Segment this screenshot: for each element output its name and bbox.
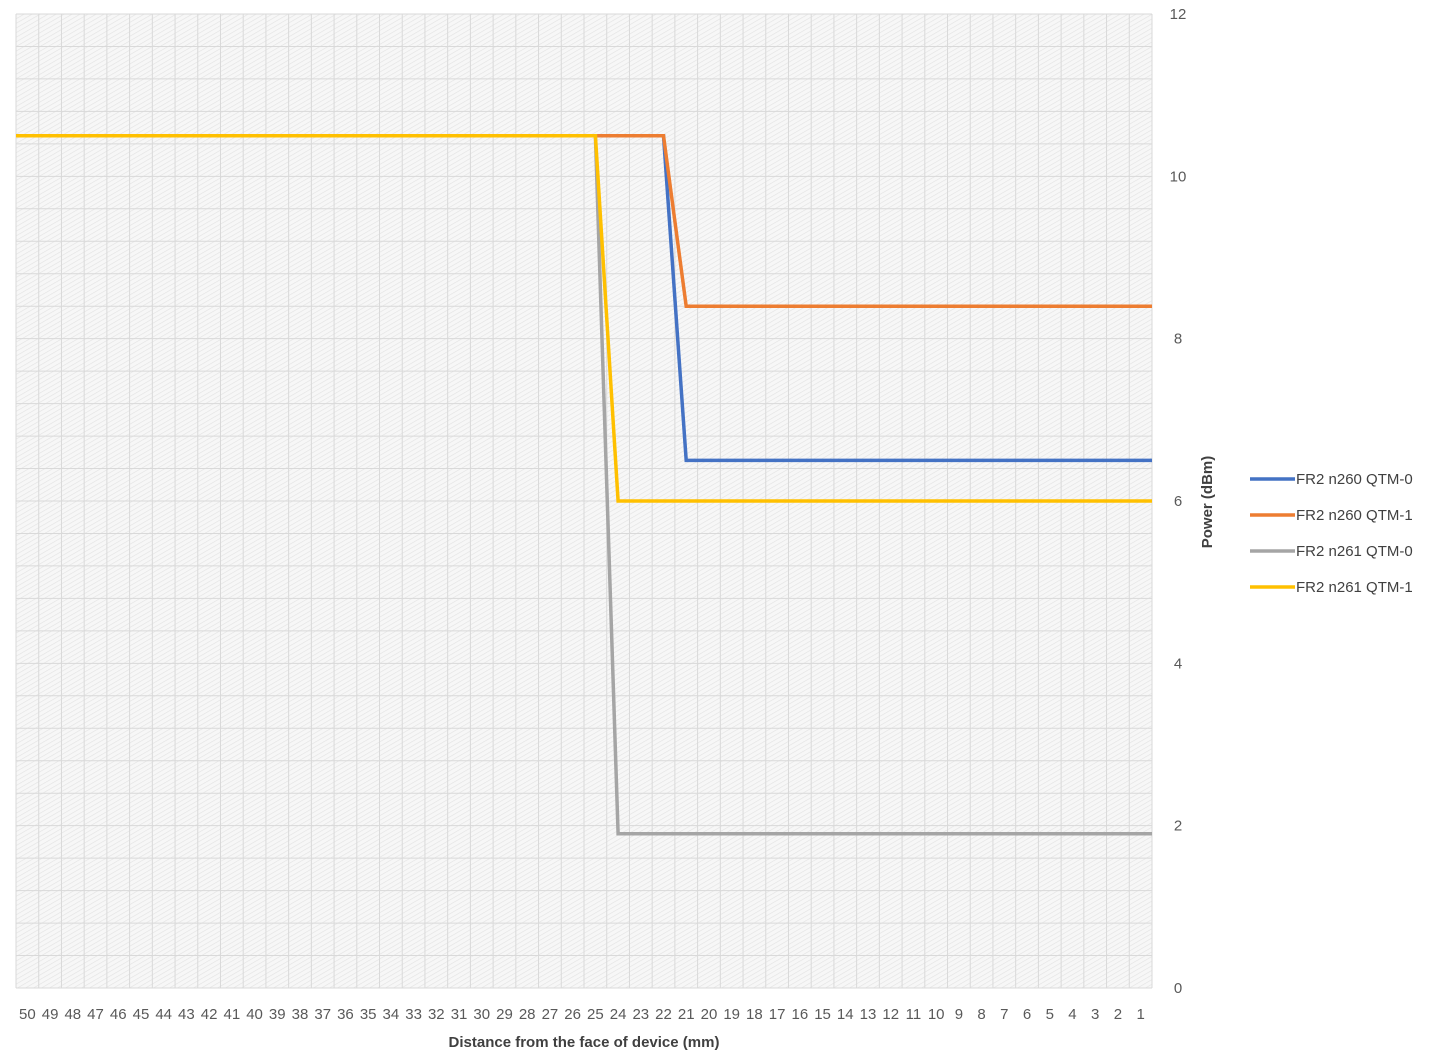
x-tick-label: 45 <box>133 1006 150 1023</box>
legend-label: FR2 n260 QTM-1 <box>1296 507 1413 524</box>
x-tick-label: 34 <box>383 1006 400 1023</box>
x-tick-label: 17 <box>769 1006 786 1023</box>
x-tick-label: 31 <box>451 1006 468 1023</box>
x-tick-label: 40 <box>246 1006 263 1023</box>
x-tick-label: 8 <box>977 1006 985 1023</box>
x-tick-label: 36 <box>337 1006 354 1023</box>
series-line-4 <box>16 134 1152 503</box>
x-tick-label: 44 <box>155 1006 172 1023</box>
x-tick-label: 13 <box>860 1006 877 1023</box>
x-tick-label: 21 <box>678 1006 695 1023</box>
x-tick-label: 19 <box>723 1006 740 1023</box>
x-tick-label: 39 <box>269 1006 286 1023</box>
x-tick-label: 22 <box>655 1006 672 1023</box>
x-tick-label: 2 <box>1114 1006 1122 1023</box>
x-tick-label: 38 <box>292 1006 309 1023</box>
x-tick-label: 5 <box>1046 1006 1054 1023</box>
y-axis-title: Power (dBm) <box>1199 456 1216 549</box>
x-tick-label: 14 <box>837 1006 854 1023</box>
y-tick-label: 8 <box>1174 331 1182 348</box>
x-tick-label: 37 <box>314 1006 331 1023</box>
x-tick-label: 6 <box>1023 1006 1031 1023</box>
x-tick-label: 10 <box>928 1006 945 1023</box>
x-tick-label: 41 <box>223 1006 240 1023</box>
x-tick-label: 48 <box>64 1006 81 1023</box>
legend-label: FR2 n261 QTM-1 <box>1296 579 1413 596</box>
x-tick-label: 15 <box>814 1006 831 1023</box>
legend-label: FR2 n261 QTM-0 <box>1296 543 1413 560</box>
y-tick-label: 6 <box>1174 493 1182 510</box>
y-tick-label: 2 <box>1174 818 1182 835</box>
x-tick-label: 23 <box>632 1006 649 1023</box>
x-tick-label: 9 <box>955 1006 963 1023</box>
y-tick-label: 0 <box>1174 980 1182 997</box>
x-tick-label: 7 <box>1000 1006 1008 1023</box>
x-tick-label: 30 <box>473 1006 490 1023</box>
x-tick-label: 42 <box>201 1006 218 1023</box>
x-tick-label: 25 <box>587 1006 604 1023</box>
x-tick-label: 50 <box>19 1006 36 1023</box>
x-tick-label: 3 <box>1091 1006 1099 1023</box>
x-tick-label: 27 <box>542 1006 559 1023</box>
x-tick-label: 4 <box>1068 1006 1076 1023</box>
y-tick-label: 10 <box>1170 168 1187 185</box>
x-tick-label: 35 <box>360 1006 377 1023</box>
x-tick-label: 11 <box>906 1006 922 1023</box>
x-tick-label: 20 <box>701 1006 718 1023</box>
x-tick-label: 46 <box>110 1006 127 1023</box>
x-tick-label: 18 <box>746 1006 763 1023</box>
y-tick-label: 4 <box>1174 655 1182 672</box>
x-tick-label: 28 <box>519 1006 536 1023</box>
x-tick-label: 47 <box>87 1006 104 1023</box>
y-tick-label: 12 <box>1170 6 1187 23</box>
x-tick-label: 12 <box>882 1006 899 1023</box>
x-tick-label: 29 <box>496 1006 513 1023</box>
x-tick-label: 43 <box>178 1006 195 1023</box>
x-tick-label: 1 <box>1136 1006 1144 1023</box>
x-tick-label: 33 <box>405 1006 422 1023</box>
x-tick-label: 26 <box>564 1006 581 1023</box>
legend-label: FR2 n260 QTM-0 <box>1296 471 1413 488</box>
x-tick-label: 32 <box>428 1006 445 1023</box>
x-tick-label: 49 <box>42 1006 59 1023</box>
legend: FR2 n260 QTM-0 FR2 n260 QTM-1 FR2 n261 QTM… <box>1250 471 1413 596</box>
x-axis-title: Distance from the face of device (mm) <box>449 1034 720 1051</box>
x-tick-label: 24 <box>610 1006 627 1023</box>
x-tick-label: 16 <box>791 1006 808 1023</box>
